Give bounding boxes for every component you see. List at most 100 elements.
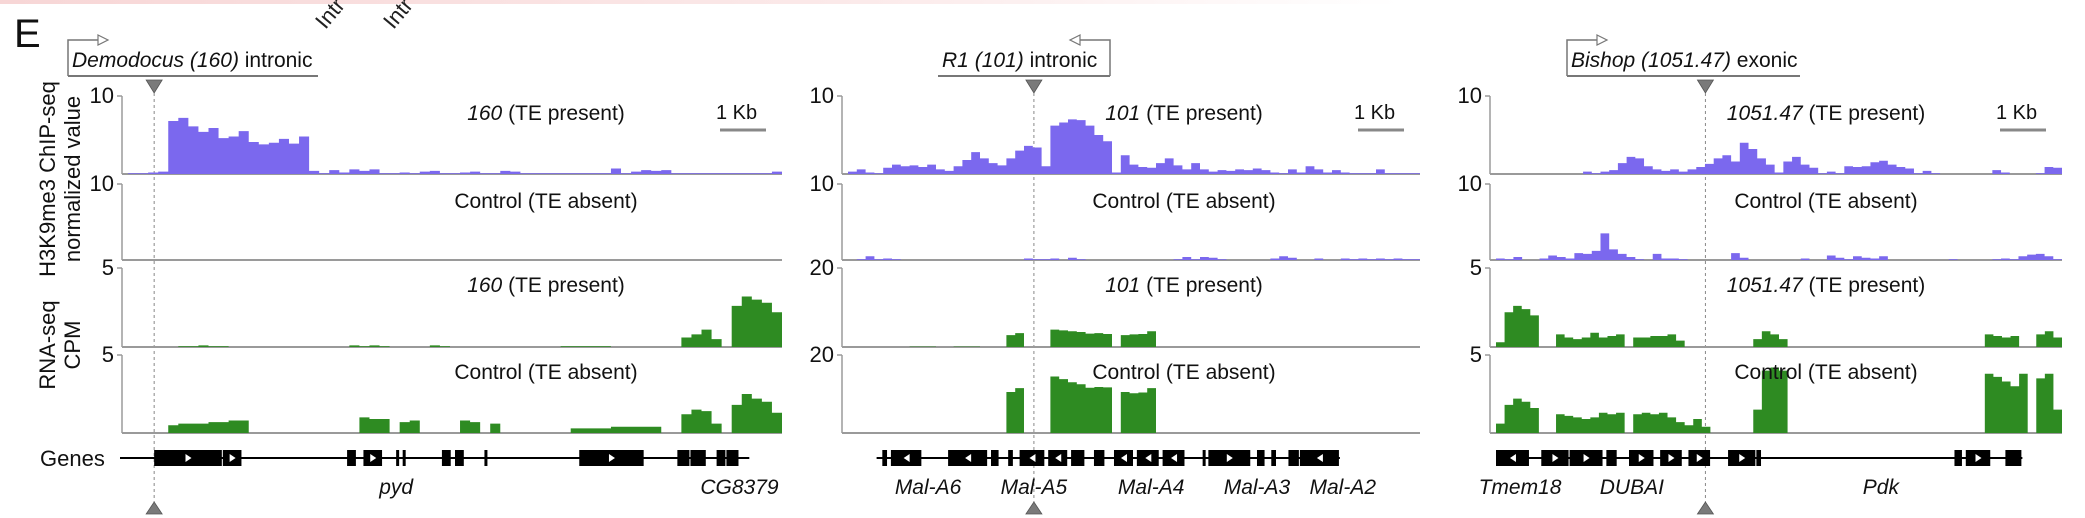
gene-exon xyxy=(484,450,488,466)
track-label-text: Control (TE absent) xyxy=(1734,361,1918,384)
track-label: Control (TE absent) xyxy=(1034,190,1334,214)
te-strand-arrow-icon xyxy=(97,34,110,46)
te-insertion-marker-icon xyxy=(1025,79,1043,94)
te-strand-arrow-stem xyxy=(1080,39,1111,76)
cropped-figure-edge xyxy=(0,0,1400,4)
te-strand-arrow-stem xyxy=(1566,39,1597,76)
strand-arrow-icon xyxy=(1120,454,1127,462)
track-label-text: (TE present) xyxy=(1808,274,1926,297)
track-label: 160 (TE present) xyxy=(396,102,696,126)
track-label: 101 (TE present) xyxy=(1034,102,1334,126)
te-label: Demodocus (160) intronic xyxy=(72,49,313,72)
gene-exon xyxy=(1756,450,1762,466)
strand-arrow-icon xyxy=(1226,454,1233,462)
gene-exon xyxy=(1008,450,1013,466)
strand-arrow-icon xyxy=(965,454,972,462)
te-name: Demodocus xyxy=(72,49,185,72)
te-insertion-marker-icon xyxy=(1696,79,1715,94)
track-label: Control (TE absent) xyxy=(396,190,696,214)
track-label-id: 160 xyxy=(467,102,503,125)
gene-exon xyxy=(1256,450,1265,466)
strand-arrow-icon xyxy=(903,454,910,462)
gene-exon xyxy=(1271,450,1276,466)
gene-name-label: DUBAI xyxy=(1599,476,1664,499)
strand-arrow-icon xyxy=(1975,454,1982,462)
track-ymax-tick-label: 10 xyxy=(89,171,114,196)
track-label: Control (TE absent) xyxy=(1676,361,1976,385)
gene-exon xyxy=(402,450,406,466)
te-insertion-marker-icon xyxy=(1025,501,1043,515)
gene-exon xyxy=(347,450,356,466)
strand-arrow-icon xyxy=(1552,454,1559,462)
gene-name-label: CG8379 xyxy=(700,476,779,499)
strand-arrow-icon xyxy=(1171,454,1178,462)
track-label: Control (TE absent) xyxy=(1676,190,1976,214)
gene-name-label: Mal-A2 xyxy=(1309,476,1377,499)
track-label: 1051.47 (TE present) xyxy=(1676,102,1976,126)
signal-area xyxy=(1496,233,2062,260)
track-label-id: 101 xyxy=(1105,102,1141,125)
track-label: Control (TE absent) xyxy=(396,361,696,385)
track-label-text: (TE present) xyxy=(1808,102,1926,125)
gene-name-label: Pdk xyxy=(1862,476,1899,499)
strand-arrow-icon xyxy=(1029,454,1036,462)
te-name: Bishop xyxy=(1571,49,1636,72)
te-name: R1 xyxy=(942,49,969,72)
signal-area xyxy=(1496,305,2062,347)
te-id: 1051.47 xyxy=(1648,49,1724,72)
gene-exon xyxy=(726,450,739,466)
gene-name-label: Mal-A6 xyxy=(894,476,962,499)
track-label-id: 160 xyxy=(467,274,503,297)
track-label-text: (TE present) xyxy=(508,274,625,297)
scale-bar-label: 1 Kb xyxy=(1354,102,1396,124)
signal-area xyxy=(848,376,1420,433)
strand-arrow-icon xyxy=(1509,454,1516,462)
track-ymax-tick-label: 10 xyxy=(809,171,834,196)
strand-arrow-icon xyxy=(185,454,192,462)
strand-arrow-icon xyxy=(1145,454,1152,462)
gene-name-label: Mal-A4 xyxy=(1117,476,1185,499)
strand-arrow-icon xyxy=(229,454,236,462)
te-context: intronic xyxy=(244,49,313,72)
strand-arrow-icon xyxy=(1668,454,1675,462)
strand-arrow-icon xyxy=(1696,454,1703,462)
strand-arrow-icon xyxy=(1055,454,1062,462)
te-context: intronic xyxy=(1029,49,1098,72)
track-ymax-tick-label: 5 xyxy=(101,342,114,367)
te-insertion-marker-icon xyxy=(1696,501,1715,515)
track-label-text: Control (TE absent) xyxy=(454,361,638,384)
panel-letter: E xyxy=(14,12,41,56)
track-ymax-tick-label: 5 xyxy=(1469,255,1482,280)
gene-name-label: Mal-A3 xyxy=(1223,476,1291,499)
track-label: 160 (TE present) xyxy=(396,274,696,298)
signal-area xyxy=(128,117,782,174)
strand-arrow-icon xyxy=(1583,454,1590,462)
signal-area xyxy=(1496,367,2062,433)
gene-exon xyxy=(1093,450,1105,466)
track-label-id: 101 xyxy=(1105,274,1141,297)
gene-exon xyxy=(690,450,706,466)
gene-exon xyxy=(1202,450,1206,466)
te-label: R1 (101) intronic xyxy=(942,49,1098,72)
te-strand-arrow-icon xyxy=(1068,34,1081,46)
genes-track-label: Genes xyxy=(40,446,105,471)
signal-area xyxy=(848,329,1420,347)
track-ymax-tick-label: 10 xyxy=(89,83,114,108)
signal-area xyxy=(128,296,782,347)
scale-bar-label: 1 Kb xyxy=(716,102,758,124)
gene-exon xyxy=(1071,450,1085,466)
gene-exon xyxy=(1954,450,1962,466)
strand-arrow-icon xyxy=(608,454,615,462)
track-ymax-tick-label: 10 xyxy=(809,83,834,108)
track-label-text: (TE present) xyxy=(508,102,625,125)
track-ymax-tick-label: 5 xyxy=(1469,342,1482,367)
track-ymax-tick-label: 5 xyxy=(101,255,114,280)
gene-name-label: pyd xyxy=(379,476,414,499)
signal-area xyxy=(848,256,1420,260)
signal-area xyxy=(128,394,782,433)
track-ymax-tick-label: 20 xyxy=(809,342,834,367)
te-id: 101 xyxy=(981,49,1017,72)
strand-arrow-icon xyxy=(370,454,377,462)
gene-exon xyxy=(677,450,690,466)
